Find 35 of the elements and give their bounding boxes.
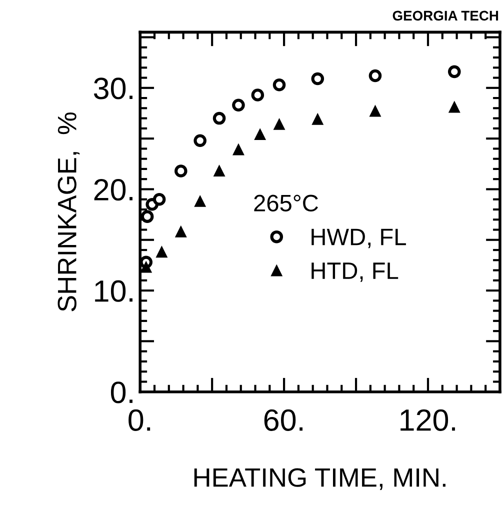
y-tick-label: 30. <box>94 78 132 100</box>
point <box>251 88 264 102</box>
point <box>214 165 225 177</box>
y-tick-label: 20. <box>94 178 132 201</box>
point <box>175 226 186 238</box>
point <box>194 134 206 147</box>
point <box>194 196 206 207</box>
x-tick-label: 0. <box>128 409 150 431</box>
point <box>152 192 166 206</box>
point <box>311 72 324 86</box>
point <box>254 128 266 140</box>
point <box>368 69 382 82</box>
point <box>272 78 286 92</box>
legend-label: HTD, FL <box>312 262 398 282</box>
point <box>156 246 168 258</box>
point <box>232 98 245 112</box>
legend-title: 265°C <box>254 194 318 212</box>
x-axis-title: HEATING TIME, MIN. <box>194 468 446 490</box>
y-tick-label: 0. <box>110 382 132 404</box>
x-tick-label: 60. <box>264 409 303 431</box>
y-axis-title: SHRINKAGE, % <box>58 112 80 312</box>
point <box>174 164 188 178</box>
y-tick-label: 10. <box>95 280 132 302</box>
point <box>140 262 152 273</box>
text: GEORGIA TECH <box>392 10 498 21</box>
point <box>370 106 381 117</box>
point <box>312 114 324 125</box>
point <box>448 65 461 78</box>
legend-label: HWD, FL <box>312 228 406 248</box>
point <box>232 144 244 156</box>
point <box>448 102 460 113</box>
point <box>274 118 285 130</box>
x-tick-label: 120. <box>400 409 455 431</box>
point <box>212 112 226 125</box>
point <box>140 210 154 223</box>
